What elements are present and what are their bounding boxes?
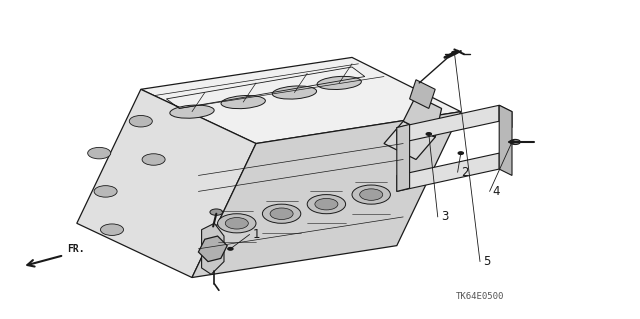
Polygon shape bbox=[202, 223, 224, 274]
Polygon shape bbox=[141, 57, 461, 144]
Circle shape bbox=[360, 189, 383, 200]
Polygon shape bbox=[192, 112, 461, 278]
Text: 3: 3 bbox=[442, 211, 449, 223]
Text: 1: 1 bbox=[253, 228, 260, 241]
Circle shape bbox=[352, 185, 390, 204]
Circle shape bbox=[458, 152, 463, 154]
Circle shape bbox=[218, 214, 256, 233]
Circle shape bbox=[307, 195, 346, 214]
Polygon shape bbox=[397, 124, 410, 191]
Circle shape bbox=[142, 154, 165, 165]
Text: TK64E0500: TK64E0500 bbox=[456, 292, 504, 301]
Circle shape bbox=[270, 208, 293, 219]
Polygon shape bbox=[384, 121, 435, 160]
Circle shape bbox=[228, 248, 233, 250]
Text: 5: 5 bbox=[483, 255, 491, 268]
Text: 2: 2 bbox=[461, 166, 468, 179]
Ellipse shape bbox=[170, 105, 214, 118]
Polygon shape bbox=[198, 236, 227, 262]
Polygon shape bbox=[397, 153, 499, 191]
Polygon shape bbox=[77, 89, 256, 278]
Circle shape bbox=[315, 198, 338, 210]
Polygon shape bbox=[403, 96, 442, 137]
Circle shape bbox=[452, 51, 457, 54]
Text: 4: 4 bbox=[493, 185, 500, 198]
Polygon shape bbox=[397, 105, 499, 144]
Circle shape bbox=[510, 139, 520, 145]
Polygon shape bbox=[410, 80, 435, 108]
Circle shape bbox=[426, 133, 431, 135]
Polygon shape bbox=[499, 105, 512, 175]
Circle shape bbox=[100, 224, 124, 235]
Ellipse shape bbox=[272, 86, 317, 99]
Circle shape bbox=[509, 141, 515, 143]
Circle shape bbox=[88, 147, 111, 159]
Circle shape bbox=[225, 218, 248, 229]
Circle shape bbox=[210, 209, 223, 215]
Ellipse shape bbox=[221, 95, 266, 109]
Text: FR.: FR. bbox=[67, 244, 85, 254]
Circle shape bbox=[94, 186, 117, 197]
Polygon shape bbox=[499, 105, 512, 128]
Ellipse shape bbox=[317, 76, 362, 90]
Circle shape bbox=[129, 115, 152, 127]
Circle shape bbox=[262, 204, 301, 223]
